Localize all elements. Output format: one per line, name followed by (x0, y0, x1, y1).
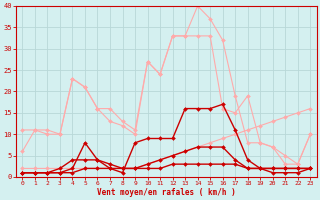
X-axis label: Vent moyen/en rafales ( km/h ): Vent moyen/en rafales ( km/h ) (97, 188, 236, 197)
